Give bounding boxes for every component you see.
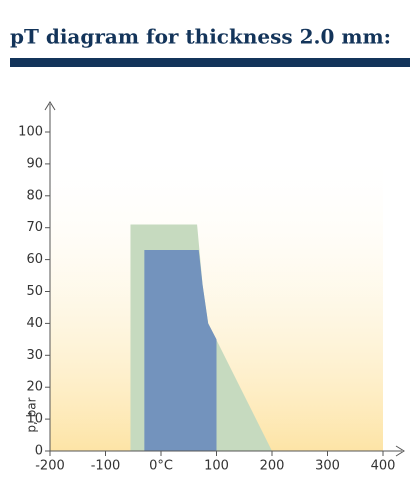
y-tick-label: 60: [26, 252, 43, 267]
y-tick-label: 30: [26, 348, 43, 363]
y-axis-label: p, bar: [25, 397, 39, 432]
x-tick-label: 200: [260, 459, 285, 474]
y-tick-label: 100: [18, 125, 43, 140]
x-tick-label: -200: [35, 459, 65, 474]
chart-title: pT diagram for thickness 2.0 mm:: [10, 25, 391, 49]
x-tick-label: -100: [91, 459, 121, 474]
y-tick-label: 80: [26, 188, 43, 203]
y-tick-label: 90: [26, 156, 43, 171]
x-tick-label: 0°C: [149, 459, 173, 474]
x-arrow: [395, 445, 405, 457]
y-tick-label: 70: [26, 220, 43, 235]
y-arrow: [44, 101, 56, 111]
y-tick-label: 40: [26, 316, 43, 331]
x-tick-label: 400: [371, 459, 396, 474]
y-tick-label: 20: [26, 380, 43, 395]
y-tick-label: 0: [35, 444, 43, 459]
plot: [130, 224, 272, 451]
y-tick-label: 50: [26, 284, 43, 299]
area: [144, 250, 217, 451]
x-tick-label: 100: [204, 459, 229, 474]
x-tick-label: 300: [315, 459, 340, 474]
title-rule: [10, 58, 410, 67]
y-tick-label: 10: [26, 412, 43, 427]
